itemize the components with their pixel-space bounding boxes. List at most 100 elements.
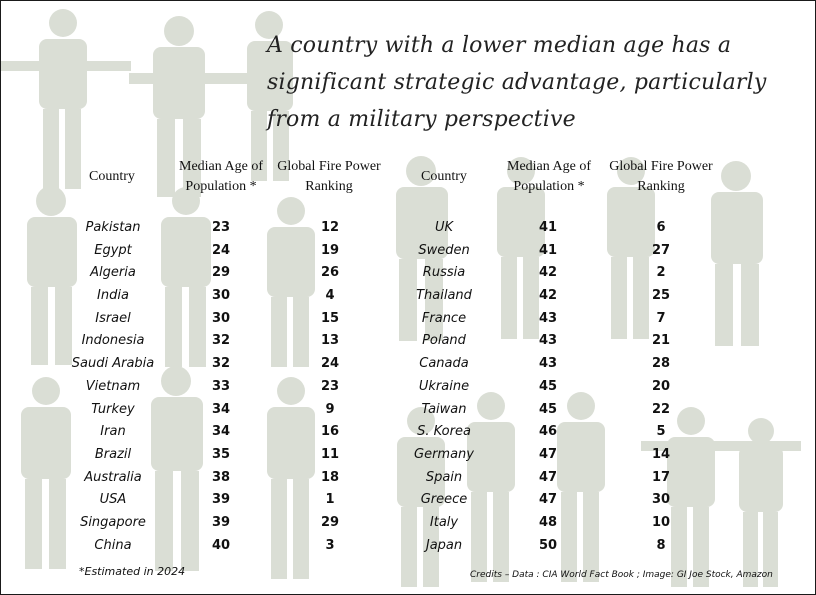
left-age-column: 23 24 29 30 30 32 32 33 34 34 35 38 39 3… <box>201 217 241 557</box>
table-cell: Germany <box>414 446 474 462</box>
soldier-figure-2 <box>129 16 249 197</box>
table-cell: 34 <box>211 401 231 417</box>
table-cell: France <box>421 310 467 326</box>
table-cell: Japan <box>425 537 463 553</box>
table-cell: 34 <box>211 424 231 440</box>
table-cell: 5 <box>656 424 666 440</box>
table-cell: Pakistan <box>85 220 141 235</box>
table-cell: UK <box>434 220 454 235</box>
table-cell: Australia <box>84 469 142 485</box>
table-cell: 46 <box>538 424 558 440</box>
table-cell: 23 <box>211 220 231 235</box>
table-cell: 17 <box>651 469 671 485</box>
right-header-median-age: Median Age of Population * <box>507 159 591 194</box>
table-cell: India <box>97 288 129 304</box>
footnote: *Estimated in 2024 <box>79 565 186 578</box>
table-cell: 30 <box>651 492 671 508</box>
table-cell: 40 <box>211 537 231 553</box>
table-cell: 48 <box>538 514 558 530</box>
left-country-column: Pakistan Egypt Algeria India Israel Indo… <box>57 217 169 557</box>
table-cell: Russia <box>422 265 466 281</box>
table-cell: 14 <box>651 446 671 462</box>
right-age-column: 41 41 42 42 43 43 43 45 45 46 47 47 47 4… <box>528 217 568 557</box>
table-cell: 38 <box>211 469 231 485</box>
table-cell: Algeria <box>90 265 136 281</box>
table-cell: 11 <box>320 446 340 462</box>
soldier-figure-3 <box>247 11 293 181</box>
table-cell: 42 <box>538 288 558 304</box>
table-cell: 1 <box>325 492 335 508</box>
right-header-country: Country <box>421 169 467 184</box>
table-cell: S. Korea <box>417 424 471 440</box>
left-rank-column: 12 19 26 4 15 13 24 23 9 16 11 18 1 29 3 <box>310 217 350 557</box>
table-cell: Turkey <box>91 401 135 417</box>
right-header-fire-power: Global Fire Power Ranking <box>609 159 713 194</box>
table-cell: 13 <box>320 333 340 349</box>
table-cell: 16 <box>320 424 340 440</box>
soldier-figure-17 <box>641 407 801 587</box>
soldier-figure-7 <box>396 156 448 341</box>
slide-title: A country with a lower median age has a … <box>267 33 767 132</box>
table-cell: 3 <box>325 537 335 553</box>
soldier-figure-4 <box>27 186 77 365</box>
right-rank-column: 6 27 2 25 7 21 28 20 22 5 14 17 30 10 8 <box>641 217 681 557</box>
table-cell: Italy <box>429 514 459 530</box>
table-cell: 8 <box>656 537 666 553</box>
table-cell: 7 <box>656 310 666 326</box>
table-cell: 42 <box>538 265 558 281</box>
soldier-figure-12 <box>151 366 203 571</box>
table-cell: Poland <box>422 333 466 349</box>
soldier-figure-6 <box>267 197 315 367</box>
table-cell: 41 <box>538 242 558 258</box>
table-cell: 24 <box>320 356 340 372</box>
soldier-figure-9 <box>607 157 655 339</box>
table-cell: 45 <box>538 378 558 394</box>
table-cell: 29 <box>320 514 340 530</box>
table-cell: 32 <box>211 333 231 349</box>
table-cell: Vietnam <box>85 378 141 394</box>
table-cell: 10 <box>651 514 671 530</box>
table-cell: 2 <box>656 265 666 281</box>
left-header-fire-power: Global Fire Power Ranking <box>277 159 381 194</box>
table-cell: 23 <box>320 378 340 394</box>
table-cell: 43 <box>538 356 558 372</box>
table-cell: 26 <box>320 265 340 281</box>
table-cell: 39 <box>211 492 231 508</box>
table-cell: Sweden <box>418 242 470 258</box>
soldier-figure-13 <box>267 377 315 579</box>
table-cell: 28 <box>651 356 671 372</box>
soldier-figure-11 <box>21 377 71 569</box>
table-cell: Greece <box>420 492 468 508</box>
table-cell: 50 <box>538 537 558 553</box>
table-cell: 43 <box>538 310 558 326</box>
left-header-country: Country <box>89 169 135 184</box>
table-cell: 47 <box>538 492 558 508</box>
table-cell: 47 <box>538 469 558 485</box>
soldier-figure-14 <box>397 407 445 587</box>
table-cell: Iran <box>100 424 126 440</box>
soldier-figure-15 <box>467 392 515 582</box>
table-cell: Singapore <box>80 514 146 530</box>
table-cell: 30 <box>211 310 231 326</box>
table-cell: Taiwan <box>421 401 467 417</box>
table-cell: 30 <box>211 288 231 304</box>
table-cell: Ukraine <box>418 378 470 394</box>
soldier-figure-8 <box>497 157 545 339</box>
right-country-column: UK Sweden Russia Thailand France Poland … <box>389 217 499 557</box>
table-cell: 9 <box>325 401 335 417</box>
table-cell: 32 <box>211 356 231 372</box>
table-cell: 43 <box>538 333 558 349</box>
table-cell: Indonesia <box>81 333 145 349</box>
table-cell: 47 <box>538 446 558 462</box>
table-cell: 6 <box>656 220 666 235</box>
table-cell: Canada <box>419 356 469 372</box>
soldier-figure-16 <box>557 392 605 582</box>
table-cell: 12 <box>320 220 340 235</box>
table-cell: China <box>94 537 132 553</box>
table-cell: 27 <box>651 242 671 258</box>
soldier-figure-18 <box>739 418 783 587</box>
table-cell: 21 <box>651 333 671 349</box>
table-cell: Thailand <box>416 288 472 304</box>
table-cell: Egypt <box>94 242 132 258</box>
